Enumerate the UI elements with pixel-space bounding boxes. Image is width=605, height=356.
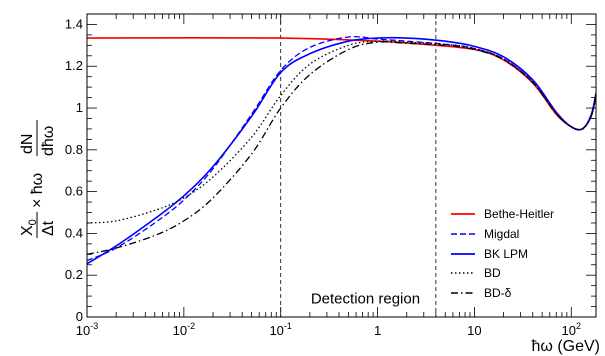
y-axis-title: X0 Δt × ħω dN dħω	[19, 120, 57, 238]
x-tick-label: 102	[562, 321, 581, 338]
series-line-bethe-heitler	[86, 36, 597, 131]
y-title-frac-den: dħω	[40, 126, 57, 156]
legend-label-bd-delta: BD-δ	[484, 286, 512, 300]
x-tick-label: 1	[374, 323, 381, 338]
y-tick-label: 0.2	[65, 267, 83, 282]
y-title-lead: X	[19, 225, 36, 236]
axis-ticks	[86, 13, 596, 318]
y-tick-label: 0.6	[65, 184, 83, 199]
series-line-migdal	[86, 35, 597, 262]
y-tick-label: 1.2	[65, 58, 83, 73]
legend-label-bk-lpm: BK LPM	[484, 247, 528, 261]
x-tick-label: 10-1	[269, 321, 291, 338]
axis-labels: 10-3 10-2 10-1 1 10 102 0 0.2 0.4 0.6 0.8 1 1.2 1.4	[65, 16, 581, 338]
y-tick-label: 0.8	[65, 142, 83, 157]
y-tick-label: 1	[76, 100, 83, 115]
legend-label-bethe-heitler: Bethe-Heitler	[484, 207, 554, 221]
legend-label-migdal: Migdal	[484, 227, 519, 241]
y-title-lead-den: Δt	[40, 220, 57, 236]
y-tick-label: 0.4	[65, 225, 83, 240]
x-axis-title: ħω (GeV)	[531, 338, 600, 355]
svg-text:X0: X0	[19, 219, 39, 236]
y-tick-label: 1.4	[65, 16, 83, 31]
x-tick-label: 10-2	[173, 321, 195, 338]
series-layer	[86, 35, 597, 265]
y-title-frac-num: dN	[19, 134, 36, 154]
series-line-bd-delta	[86, 41, 597, 255]
series-line-bd	[86, 40, 597, 224]
detection-region-lines	[280, 14, 437, 317]
y-tick-label: 0	[76, 309, 83, 324]
plot-frame	[86, 13, 597, 318]
y-title-times: × ħω	[29, 173, 46, 208]
legend-label-bd: BD	[484, 266, 501, 280]
x-tick-label: 10-3	[76, 321, 98, 338]
x-tick-label: 10	[467, 323, 481, 338]
detection-region-label: Detection region	[311, 290, 420, 307]
y-title-lead-sub: 0	[27, 219, 39, 225]
legend: Bethe-Heitler Migdal BK LPM BD BD-δ	[451, 207, 554, 300]
